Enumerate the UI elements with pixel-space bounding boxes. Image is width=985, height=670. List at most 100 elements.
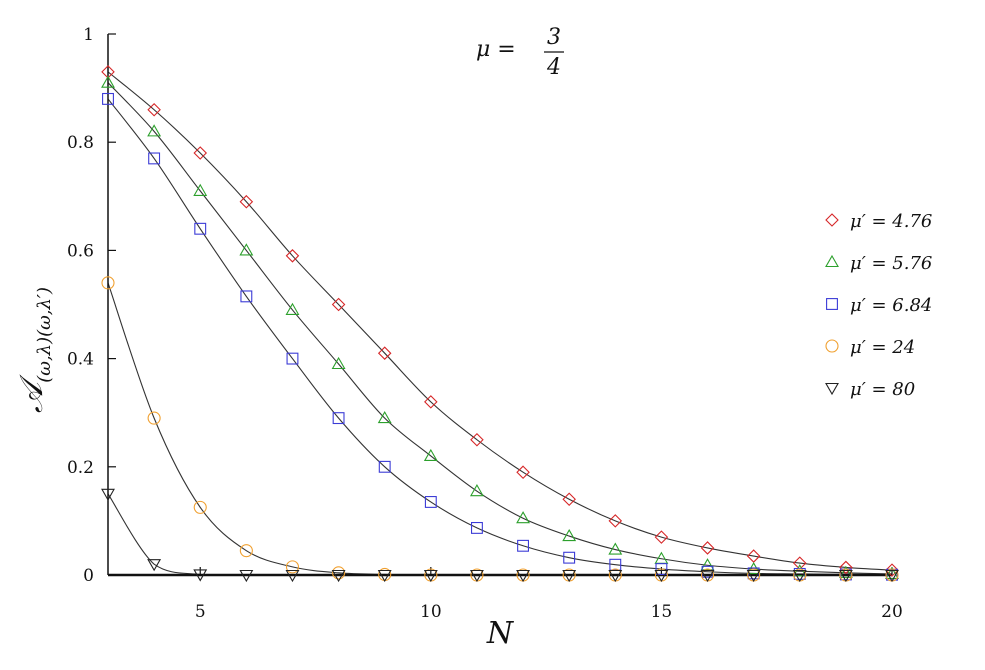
data-point-s2-4 — [286, 352, 299, 365]
y-axis-label-subscript: (ω,λ)(ω,λ′) — [34, 287, 55, 383]
fit-curve-0 — [107, 71, 893, 571]
legend-label-2: μ′ = 6.84 — [850, 295, 932, 316]
data-point-s4-8 — [469, 569, 484, 583]
data-point-s4-2 — [193, 569, 208, 582]
data-point-s0-13 — [700, 541, 715, 555]
data-point-s4-9 — [516, 569, 531, 583]
legend: μ′ = 4.76 μ′ = 5.76 μ′ = 6.84 μ′ = 24 μ′ = 8… — [825, 211, 932, 400]
data-point-s1-9 — [516, 511, 531, 524]
x-axis-label: N — [486, 616, 515, 651]
data-point-s1-1 — [147, 124, 162, 137]
data-point-s0-4 — [285, 249, 300, 263]
data-point-s2-9 — [517, 539, 530, 552]
data-point-s4-4 — [285, 569, 300, 583]
data-point-s3-0 — [101, 276, 115, 290]
y-axis-label: 𝒜(ω,λ)(ω,λ′) — [12, 287, 55, 413]
data-point-s0-7 — [424, 395, 438, 409]
data-point-s4-15 — [792, 569, 807, 583]
data-point-s2-3 — [240, 290, 253, 303]
data-point-s0-12 — [654, 530, 669, 544]
legend-marker-0 — [825, 213, 839, 227]
data-point-s4-7 — [423, 569, 438, 583]
data-point-s0-3 — [239, 194, 254, 209]
legend-label-3: μ′ = 24 — [850, 337, 915, 358]
x-tick-label: 10 — [420, 602, 442, 622]
legend-marker-4 — [825, 382, 839, 396]
data-point-s4-13 — [700, 569, 715, 583]
data-point-s1-16 — [838, 565, 853, 578]
data-point-s1-13 — [700, 558, 715, 571]
y-tick-label: 0.8 — [67, 133, 94, 153]
legend-marker-1 — [825, 254, 839, 268]
data-point-s0-9 — [516, 465, 530, 479]
legend-marker-3 — [825, 339, 839, 353]
fit-curve-2 — [107, 98, 893, 576]
data-point-s0-6 — [377, 346, 392, 360]
data-point-s3-5 — [332, 566, 346, 580]
data-point-s4-12 — [654, 569, 669, 583]
fit-curve-1 — [107, 82, 893, 575]
data-point-s1-5 — [331, 356, 346, 370]
data-points — [101, 65, 899, 583]
data-point-s0-16 — [839, 560, 853, 575]
data-point-s4-16 — [838, 569, 853, 583]
data-point-s0-1 — [147, 102, 161, 117]
data-point-s0-8 — [470, 432, 484, 447]
x-tick-label: 20 — [881, 602, 903, 622]
y-tick-label: 0.4 — [67, 350, 94, 370]
legend-label-1: μ′ = 5.76 — [850, 253, 932, 274]
data-point-s4-5 — [331, 569, 346, 583]
data-point-s2-6 — [378, 460, 391, 473]
data-point-s2-7 — [424, 496, 437, 508]
svg-text:μ =: μ = — [476, 37, 516, 62]
data-point-s4-0 — [101, 488, 115, 501]
x-tick-label: 15 — [651, 602, 673, 622]
mu-symbol: μ — [476, 37, 490, 62]
data-point-s3-2 — [193, 500, 207, 514]
data-point-s1-11 — [608, 542, 623, 555]
data-point-s1-8 — [469, 484, 484, 497]
data-point-s3-4 — [285, 560, 300, 574]
data-point-s4-10 — [562, 569, 577, 583]
y-tick-label: 0 — [83, 566, 94, 586]
data-point-s2-0 — [102, 92, 114, 105]
data-point-s1-4 — [285, 302, 300, 315]
data-point-s4-6 — [377, 569, 392, 583]
data-point-s2-8 — [470, 521, 483, 534]
y-tick-label: 1 — [83, 25, 94, 45]
data-point-s2-5 — [332, 412, 345, 425]
data-point-s3-3 — [239, 544, 253, 558]
data-point-s2-2 — [194, 222, 207, 235]
data-point-s4-14 — [746, 569, 761, 583]
data-point-s0-10 — [562, 492, 576, 507]
data-point-s4-3 — [239, 569, 254, 583]
data-point-s1-10 — [562, 528, 577, 542]
x-tick-label: 5 — [195, 602, 206, 622]
data-point-s2-1 — [148, 152, 161, 165]
data-point-s1-2 — [193, 183, 208, 196]
mu-annotation: μ = 3 4 — [476, 25, 564, 80]
data-point-s0-2 — [193, 146, 208, 160]
fit-curves — [107, 71, 893, 576]
axes — [107, 33, 893, 577]
data-point-s1-17 — [885, 566, 899, 579]
tick-labels: 00.20.40.60.815 10 15 20 — [67, 25, 903, 622]
data-point-s0-11 — [608, 514, 623, 528]
mu-denominator: 4 — [546, 55, 561, 80]
fit-curve-3 — [107, 282, 892, 576]
data-point-s1-7 — [423, 448, 438, 462]
data-point-s1-3 — [239, 243, 254, 256]
data-point-s2-12 — [655, 563, 668, 575]
data-point-s1-0 — [101, 75, 115, 88]
data-point-s3-1 — [147, 411, 161, 425]
data-point-s4-1 — [147, 559, 162, 572]
legend-label-0: μ′ = 4.76 — [850, 211, 932, 232]
y-tick-label: 0.2 — [67, 458, 94, 478]
legend-label-4: μ′ = 80 — [850, 379, 915, 400]
data-point-s4-17 — [885, 569, 899, 583]
data-point-s0-5 — [331, 297, 346, 312]
mu-numerator: 3 — [547, 25, 561, 50]
data-point-s4-11 — [608, 569, 623, 583]
data-point-s1-6 — [377, 411, 392, 424]
